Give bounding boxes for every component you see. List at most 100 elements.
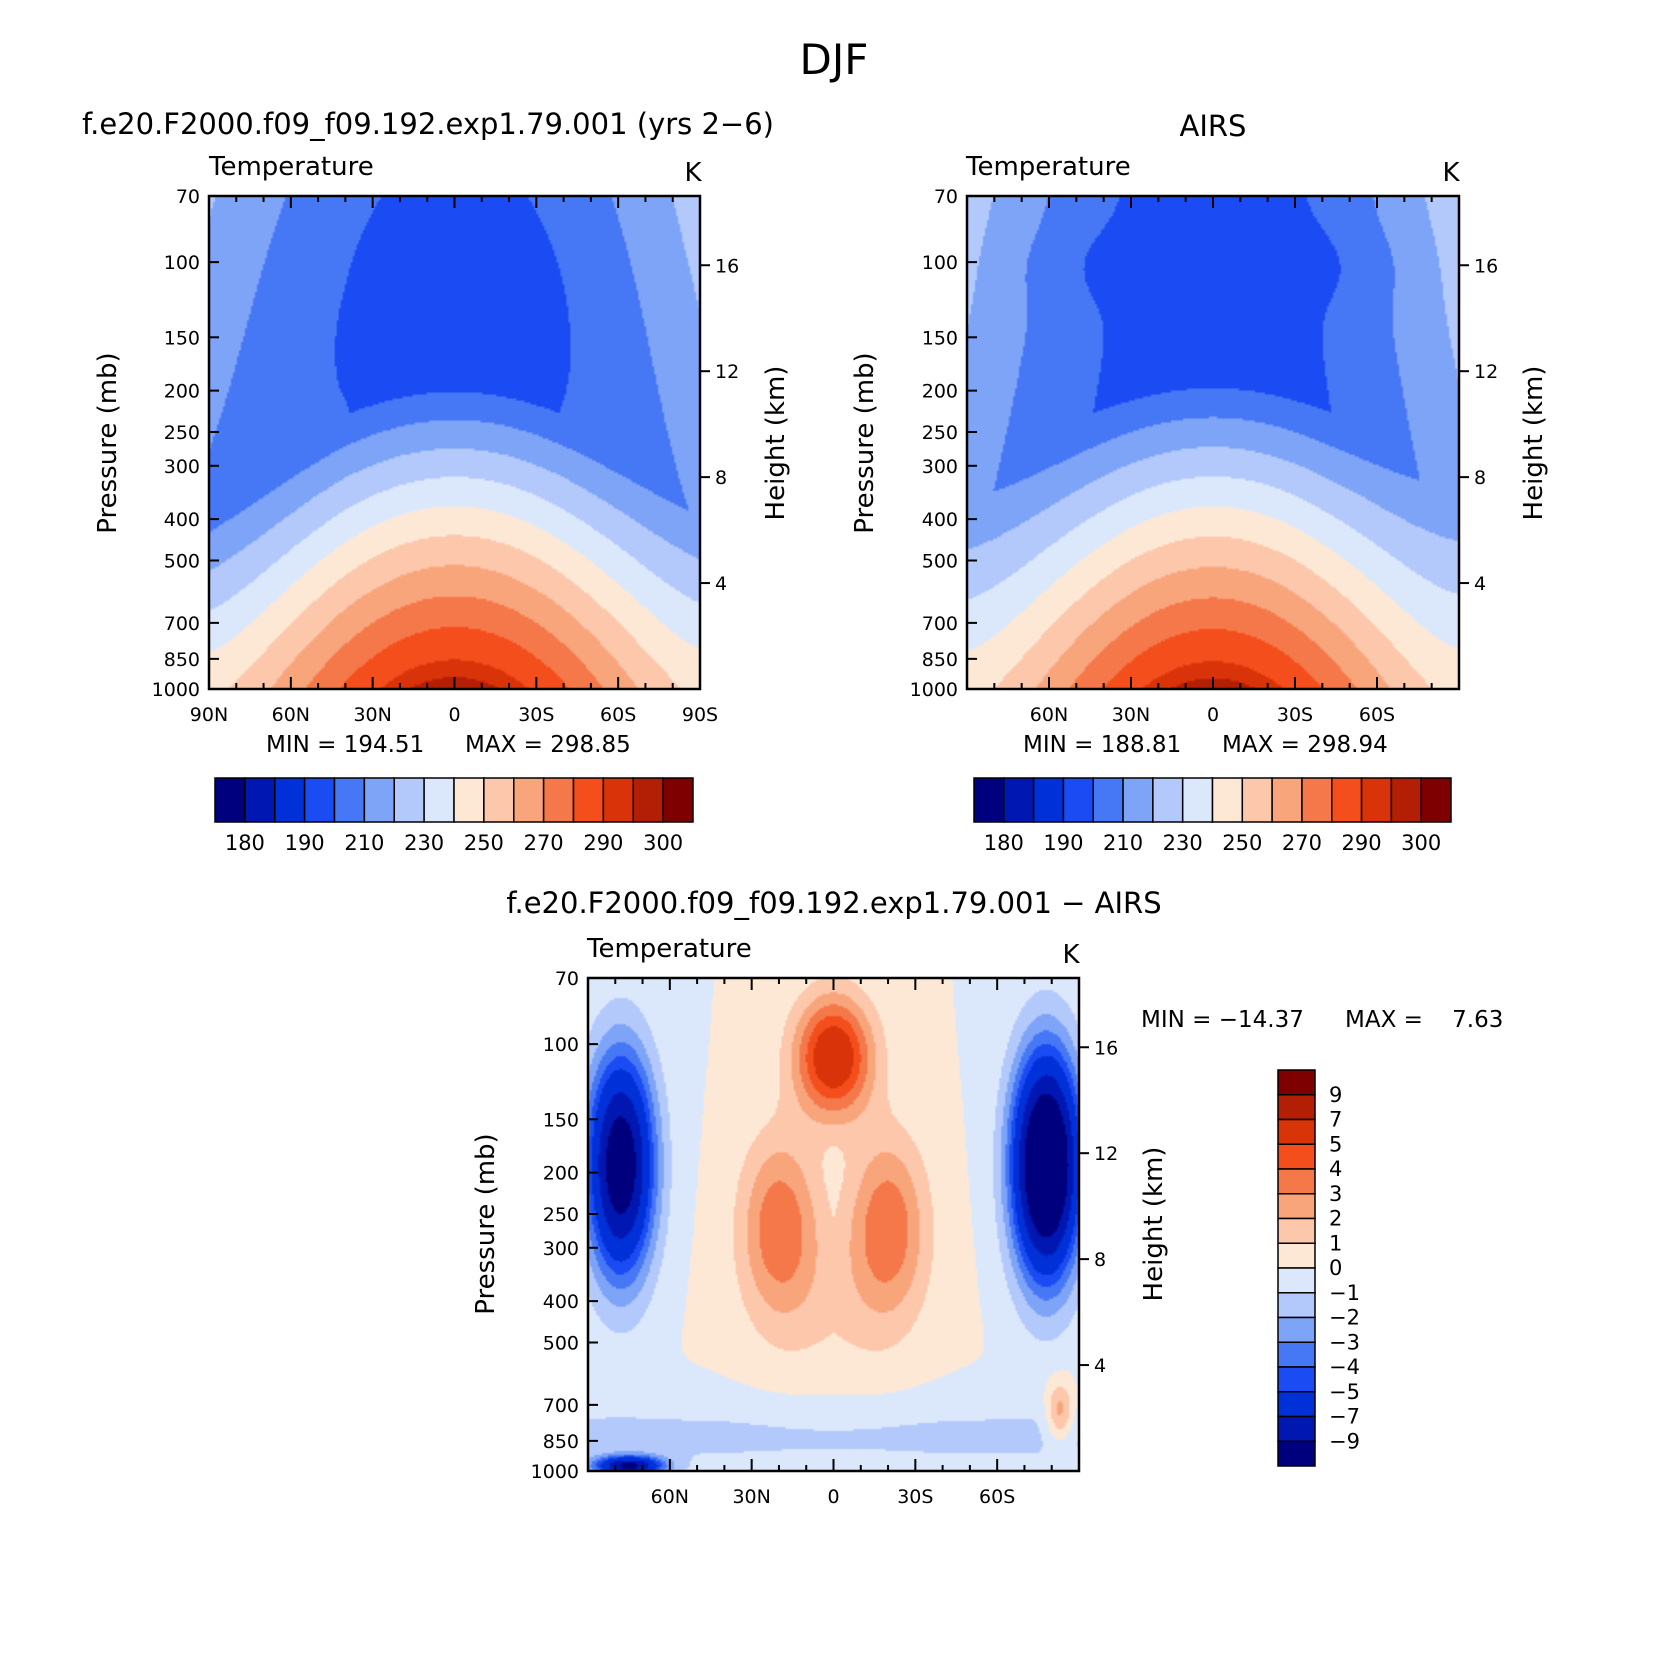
colorbar-label: 190: [1043, 831, 1083, 855]
colorbar-label: 210: [1103, 831, 1143, 855]
height-tick-label: 8: [715, 467, 727, 489]
colorbar-label: 2: [1329, 1207, 1342, 1231]
variable-label-obs: Temperature: [965, 152, 1131, 182]
height-tick-label: 12: [1094, 1143, 1118, 1165]
height-tick-label: 8: [1094, 1249, 1106, 1271]
ytick-label: 250: [543, 1204, 579, 1226]
colorbar-box: [1032, 777, 1065, 823]
ylabel-right-model: Height (km): [761, 366, 791, 521]
colorbar-label: 4: [1329, 1157, 1342, 1181]
panel-model: f.e20.F2000.f09_f09.192.exp1.79.001 (yrs…: [82, 107, 791, 855]
ytick-label: 150: [922, 327, 958, 349]
colorbar-box: [632, 777, 664, 823]
axes-diff: 70 100 150 200 250 300 400 500 700 850 1000 16 12 8 4 6…: [531, 968, 1119, 1508]
height-tick-label: 16: [1094, 1037, 1118, 1059]
colorbar-box: [1277, 1242, 1316, 1269]
ytick-label: 150: [543, 1109, 579, 1131]
contour-field-model: [209, 196, 700, 689]
colorbar-label: 180: [225, 831, 265, 855]
colorbar-box: [393, 777, 425, 823]
variable-label-diff: Temperature: [586, 934, 752, 964]
ylabel-right-diff: Height (km): [1139, 1147, 1169, 1302]
colorbar-box: [1122, 777, 1154, 823]
xtick-label: 60S: [979, 1486, 1015, 1508]
contour-raster: [209, 196, 700, 689]
colorbar-label: 250: [1222, 831, 1262, 855]
colorbar-label: 190: [285, 831, 325, 855]
ytick-label: 500: [922, 550, 958, 572]
colorbar-box: [1241, 777, 1273, 823]
colorbar-obs: 180 190 210 230 250 270 290 300: [973, 777, 1452, 855]
xtick-label: 90S: [682, 704, 718, 726]
colorbar-box: [1211, 777, 1244, 823]
units-label-model: K: [684, 158, 702, 188]
ytick-label: 850: [543, 1431, 579, 1453]
colorbar-box: [1092, 777, 1124, 823]
height-tick-label: 16: [1474, 255, 1498, 277]
colorbar-label: 1: [1329, 1231, 1342, 1255]
xtick-label: 60N: [272, 704, 310, 726]
xtick-label: 30S: [518, 704, 554, 726]
colorbar-box: [1277, 1316, 1316, 1343]
colorbar-box: [1420, 777, 1452, 823]
ylabel-obs: Pressure (mb): [850, 352, 880, 533]
max-label-model: MAX = 298.85: [465, 732, 631, 758]
ytick-label: 100: [922, 252, 958, 274]
colorbar-label: 210: [344, 831, 384, 855]
ytick-label: 100: [543, 1034, 579, 1056]
height-tick-label: 4: [1474, 573, 1486, 595]
min-label-model: MIN = 194.51: [266, 732, 424, 758]
colorbar-label: 3: [1329, 1182, 1342, 1206]
colorbar-label: −3: [1329, 1330, 1360, 1354]
ytick-label: 70: [176, 186, 200, 208]
ytick-label: 500: [164, 550, 200, 572]
colorbar-label: 270: [1282, 831, 1322, 855]
colorbar-box: [1277, 1391, 1316, 1418]
ytick-label: 300: [164, 456, 200, 478]
colorbar-label: 300: [1401, 831, 1441, 855]
ylabel-model: Pressure (mb): [93, 352, 123, 533]
colorbar-box: [1277, 1069, 1316, 1096]
colorbar-box: [1277, 1415, 1316, 1442]
panel-diff: f.e20.F2000.f09_f09.192.exp1.79.001 − AI…: [471, 886, 1503, 1508]
colorbar-box: [542, 777, 575, 823]
contour-field-diff: [588, 978, 1079, 1471]
ytick-label: 850: [922, 649, 958, 671]
colorbar-label: 300: [643, 831, 683, 855]
panel-title-model: f.e20.F2000.f09_f09.192.exp1.79.001 (yrs…: [82, 107, 774, 141]
xtick-label: 30S: [897, 1486, 933, 1508]
colorbar-box: [1181, 777, 1214, 823]
colorbar-label: 180: [984, 831, 1024, 855]
ytick-label: 70: [934, 186, 958, 208]
height-tick-label: 4: [715, 573, 727, 595]
ytick-label: 1000: [910, 679, 958, 701]
colorbar-label: 270: [524, 831, 564, 855]
height-tick-label: 8: [1474, 467, 1486, 489]
xtick-label: 0: [1207, 704, 1219, 726]
xtick-label: 0: [827, 1486, 839, 1508]
ytick-label: 850: [164, 649, 200, 671]
colorbar-box: [1271, 777, 1303, 823]
colorbar-box: [483, 777, 515, 823]
colorbar-label: −2: [1329, 1306, 1360, 1330]
colorbar-box: [214, 777, 246, 823]
colorbar-box: [1390, 777, 1422, 823]
ytick-label: 1000: [152, 679, 200, 701]
colorbar-box: [1062, 777, 1094, 823]
xtick-label: 30N: [732, 1486, 770, 1508]
contour-raster: [588, 978, 1079, 1471]
ytick-label: 300: [922, 456, 958, 478]
ytick-label: 250: [922, 422, 958, 444]
ytick-label: 1000: [531, 1461, 579, 1483]
colorbar-label: −5: [1329, 1380, 1360, 1404]
colorbar-box: [1360, 777, 1393, 823]
panel-title-obs: AIRS: [1180, 109, 1247, 143]
colorbar-box: [1331, 777, 1363, 823]
suptitle: DJF: [800, 35, 869, 84]
xtick-label: 30N: [1112, 704, 1150, 726]
ytick-label: 400: [543, 1291, 579, 1313]
units-label-diff: K: [1062, 940, 1080, 970]
panel-title-diff: f.e20.F2000.f09_f09.192.exp1.79.001 − AI…: [506, 886, 1161, 920]
ytick-label: 100: [164, 252, 200, 274]
